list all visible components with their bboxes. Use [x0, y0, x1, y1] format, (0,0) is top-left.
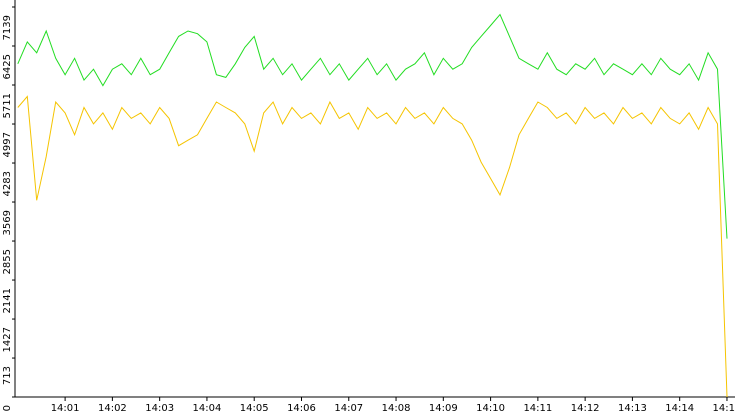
x-tick-label: 14:02: [98, 403, 127, 414]
series-line: [17, 95, 728, 398]
x-tick-label: 14:13: [618, 403, 647, 414]
x-tick-label: 14:01: [51, 403, 80, 414]
y-tick-label: 5711: [2, 93, 13, 118]
x-tick-label: 14:11: [523, 403, 552, 414]
x-tick-label: 14:10: [476, 403, 505, 414]
y-tick-label: 4997: [2, 132, 13, 157]
x-tick-label: 14:15: [713, 403, 735, 414]
x-tick-label: 14:06: [287, 403, 316, 414]
x-tick-label: 14:05: [240, 403, 269, 414]
y-tick-label: 3569: [2, 210, 13, 235]
y-tick-label: 1427: [2, 327, 13, 352]
x-tick-label: 14:03: [145, 403, 174, 414]
y-tick-label: 6425: [2, 54, 13, 79]
x-tick-label: 14:07: [334, 403, 363, 414]
y-tick-label: 0: [2, 405, 13, 411]
x-tick-label: 14:04: [193, 403, 222, 414]
x-tick-label: 14:09: [429, 403, 458, 414]
x-tick-label: 14:12: [571, 403, 600, 414]
y-tick-label: 2855: [2, 249, 13, 274]
series-line: [17, 13, 728, 239]
x-tick-label: 14:08: [382, 403, 411, 414]
y-tick-label: 713: [2, 366, 13, 385]
x-tick-label: 14:14: [665, 403, 694, 414]
y-tick-label: 7139: [2, 15, 13, 40]
y-tick-label: 2141: [2, 288, 13, 313]
y-tick-label: 4283: [2, 171, 13, 196]
